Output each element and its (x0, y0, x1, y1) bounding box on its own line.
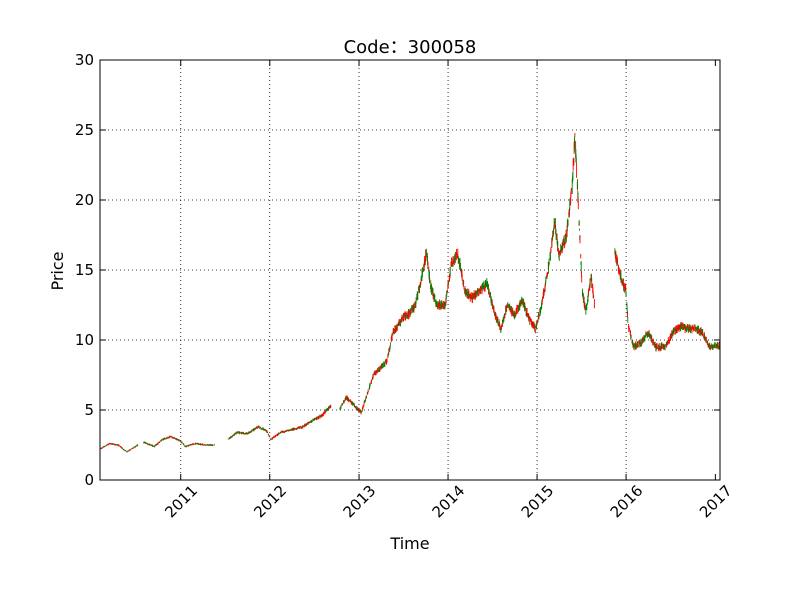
candles (99, 133, 721, 453)
x-tick-label: 2013 (340, 482, 380, 522)
y-tick-label: 30 (75, 51, 94, 69)
x-tick-label: 2016 (607, 482, 647, 522)
x-tick-label: 2014 (429, 482, 469, 522)
x-tick-label: 2011 (161, 482, 201, 522)
y-axis-label: Price (48, 251, 67, 290)
grid-lines (100, 60, 720, 480)
x-tick-label: 2015 (518, 482, 558, 522)
chart-title: Code：300058 (344, 37, 477, 58)
y-axis: 0 5 10 15 20 25 30 (75, 51, 720, 489)
y-tick-label: 0 (84, 471, 94, 489)
x-tick-label: 2012 (250, 482, 290, 522)
y-tick-label: 5 (84, 401, 94, 419)
y-tick-label: 15 (75, 261, 94, 279)
y-tick-label: 25 (75, 121, 94, 139)
x-axis: 2011 2012 2013 2014 2015 2016 2017 (161, 60, 736, 522)
x-tick-label: 2017 (696, 482, 736, 522)
y-tick-label: 10 (75, 331, 94, 349)
y-tick-label: 20 (75, 191, 94, 209)
x-axis-label: Time (389, 534, 429, 553)
